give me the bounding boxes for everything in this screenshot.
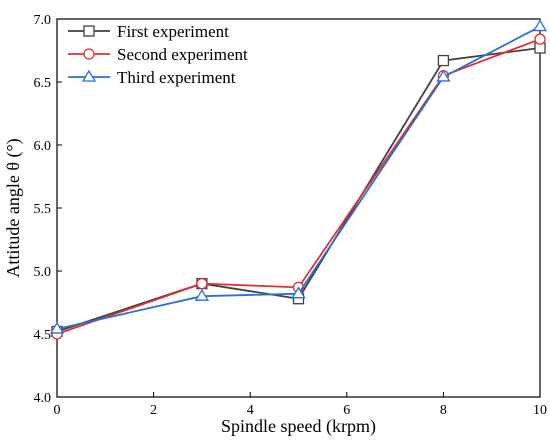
y-tick-label: 5.5: [34, 202, 52, 217]
legend-marker: [83, 25, 95, 37]
y-axis-label: Attitude angle θ (°): [3, 138, 24, 277]
data-point: [436, 69, 451, 82]
y-tick-label: 4.5: [34, 328, 52, 343]
x-tick-label: 6: [343, 403, 350, 418]
x-tick-label: 2: [150, 403, 157, 418]
x-tick-label: 4: [247, 403, 254, 418]
series-layer: [49, 19, 548, 340]
data-point: [49, 321, 65, 334]
x-tick-label: 0: [54, 403, 61, 418]
data-point: [534, 33, 546, 45]
y-tick-label: 6.0: [34, 139, 52, 154]
data-point: [196, 277, 208, 290]
y-tick-label: 5.0: [34, 265, 52, 280]
legend-item: Second experiment: [68, 45, 248, 64]
x-tick-label: 10: [533, 403, 547, 418]
x-tick-label: 8: [440, 403, 447, 418]
y-tick-label: 7.0: [34, 13, 52, 28]
legend-item: Third experiment: [68, 68, 236, 87]
legend-marker: [83, 48, 95, 60]
y-tick-label: 6.5: [34, 76, 52, 91]
y-tick-label: 4.0: [34, 391, 52, 406]
data-point: [194, 288, 210, 301]
legend-label: First experiment: [117, 22, 229, 41]
data-point: [437, 54, 450, 67]
legend: First experiment Second experiment Third e…: [68, 22, 248, 87]
legend-marker: [81, 69, 97, 82]
legend-label: Third experiment: [117, 68, 236, 87]
data-point: [532, 19, 548, 32]
data-point: [291, 286, 306, 299]
legend-item: First experiment: [68, 22, 229, 41]
series-3: [49, 19, 548, 334]
legend-label: Second experiment: [117, 45, 248, 64]
x-axis-label: Spindle speed (krpm): [221, 416, 376, 437]
axis-ticks: 0 2 4 6 8 10 4.0 4.5 5.0 5.5 6.0 6.5 7.0: [34, 13, 548, 418]
